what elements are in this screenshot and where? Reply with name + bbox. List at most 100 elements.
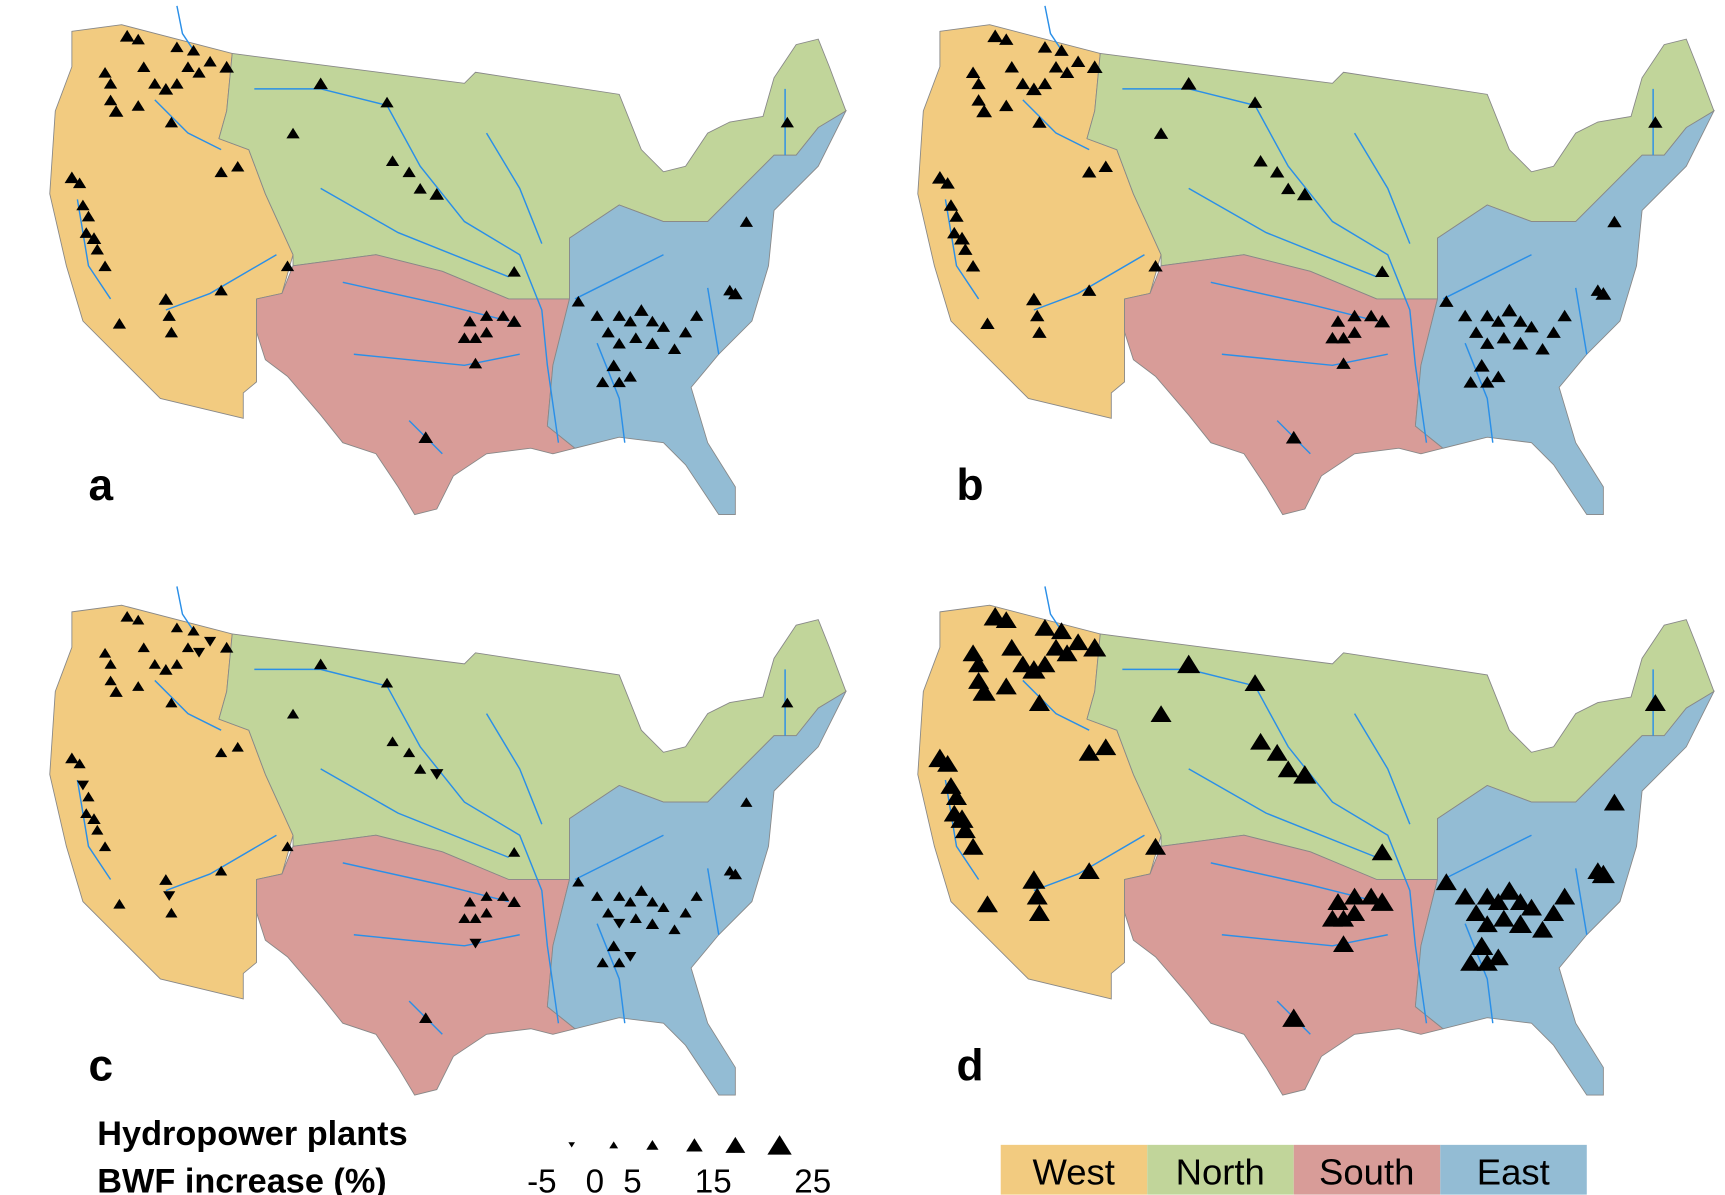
- plant-marker: [1293, 765, 1317, 784]
- plant-marker: [1333, 935, 1355, 953]
- legend-marker: [609, 1141, 619, 1149]
- plant-marker: [1153, 127, 1169, 139]
- plant-marker: [987, 29, 1004, 43]
- plant-marker: [624, 896, 637, 907]
- plant-marker: [280, 260, 295, 272]
- plant-marker: [1509, 893, 1531, 910]
- plant-marker: [591, 891, 604, 901]
- plant-marker: [469, 913, 482, 924]
- plant-marker: [1487, 893, 1509, 910]
- plant-marker: [162, 310, 176, 321]
- plant-marker: [1266, 743, 1288, 761]
- plant-marker: [629, 332, 643, 343]
- region-label: South: [1319, 1152, 1414, 1193]
- plant-marker: [739, 216, 754, 227]
- plant-marker: [1497, 881, 1521, 900]
- plant-marker: [508, 846, 521, 857]
- plant-marker: [286, 127, 300, 139]
- panel-label: a: [88, 461, 113, 510]
- plant-marker: [1081, 166, 1097, 178]
- plant-marker: [1439, 295, 1454, 307]
- plant-marker: [602, 907, 615, 918]
- plant-marker: [780, 116, 794, 128]
- plant-marker: [163, 891, 176, 901]
- plant-marker: [613, 891, 626, 901]
- plant-marker: [596, 376, 610, 388]
- plant-marker: [480, 891, 493, 901]
- plant-marker: [656, 321, 671, 332]
- plant-marker: [962, 837, 984, 855]
- plant-marker: [1045, 638, 1067, 656]
- plant-marker: [103, 78, 118, 89]
- panels: a b c d: [49, 5, 1715, 1096]
- plant-marker: [79, 227, 93, 238]
- plant-marker: [931, 170, 948, 184]
- plant-marker: [1557, 309, 1572, 322]
- plant-marker: [108, 105, 124, 117]
- legend-marker: [767, 1135, 792, 1155]
- plant-marker: [1015, 77, 1031, 90]
- legend-size-label: 5: [623, 1163, 641, 1195]
- plant-marker: [1285, 430, 1302, 444]
- plant-marker: [634, 304, 649, 316]
- plant-marker: [1022, 660, 1046, 679]
- plant-marker: [496, 310, 510, 321]
- plant-marker: [1012, 655, 1034, 673]
- plant-marker: [1296, 187, 1313, 201]
- plant-marker: [1508, 914, 1532, 933]
- plant-marker: [132, 681, 145, 691]
- plant-marker: [965, 260, 981, 272]
- plant-marker: [72, 177, 87, 189]
- plant-marker: [215, 747, 228, 758]
- plant-marker: [1282, 1008, 1306, 1027]
- plant-marker: [1513, 315, 1528, 327]
- plant-marker: [1030, 309, 1045, 322]
- plant-marker: [1269, 166, 1285, 178]
- plant-marker: [1086, 60, 1103, 74]
- plant-marker: [1491, 315, 1506, 327]
- map-panel: b: [917, 5, 1715, 516]
- plant-marker: [419, 1012, 433, 1024]
- plant-marker: [679, 907, 692, 918]
- plant-marker: [87, 813, 101, 825]
- plant-marker: [958, 243, 973, 255]
- plant-marker: [1344, 887, 1366, 905]
- map-panel: c: [49, 585, 847, 1096]
- plant-marker: [91, 824, 104, 835]
- plant-marker: [1603, 793, 1625, 811]
- plant-marker: [1177, 654, 1201, 674]
- panel-label: b: [956, 461, 983, 510]
- legend-size-label: 25: [794, 1163, 831, 1195]
- plant-marker: [954, 231, 970, 245]
- plant-marker: [480, 907, 493, 918]
- plant-marker: [623, 315, 637, 327]
- plant-marker: [1491, 370, 1506, 383]
- plant-marker: [690, 310, 704, 321]
- plant-marker: [76, 780, 90, 791]
- plant-marker: [1644, 694, 1666, 711]
- map: [49, 5, 847, 516]
- plant-marker: [132, 614, 145, 625]
- region-label: West: [1032, 1152, 1114, 1193]
- plant-marker: [612, 310, 626, 321]
- plant-marker: [468, 332, 483, 343]
- map: [49, 585, 847, 1096]
- plant-marker: [281, 841, 294, 852]
- plant-marker: [606, 359, 621, 372]
- plant-marker: [231, 741, 244, 752]
- plant-marker: [1336, 357, 1351, 369]
- plant-marker: [1469, 326, 1484, 338]
- plant-marker: [430, 769, 444, 780]
- plant-marker: [380, 96, 394, 108]
- plant-marker: [1028, 694, 1050, 711]
- plant-marker: [1370, 892, 1394, 911]
- plant-marker: [1150, 705, 1172, 723]
- plant-marker: [740, 797, 753, 807]
- region-swatch: [1293, 1144, 1441, 1195]
- plant-marker: [506, 315, 522, 327]
- plant-marker: [1524, 320, 1539, 333]
- plant-marker: [181, 642, 195, 653]
- plant-marker: [109, 686, 123, 697]
- plant-marker: [429, 188, 445, 200]
- plant-marker: [1473, 358, 1490, 372]
